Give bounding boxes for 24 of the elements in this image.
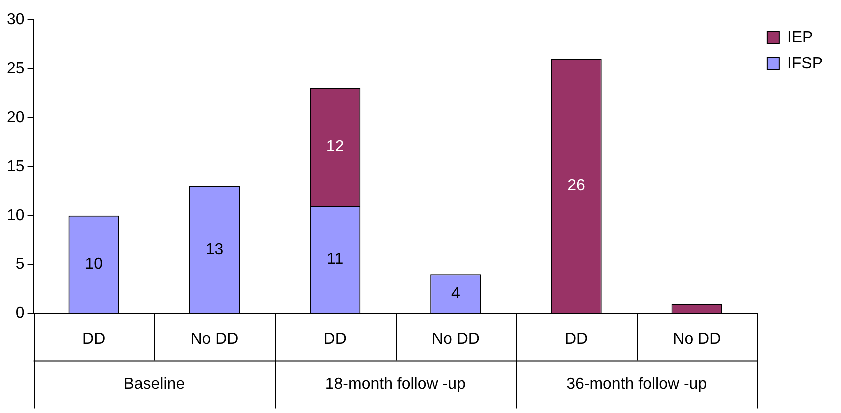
data-label: 11 bbox=[327, 251, 344, 268]
legend-label: IFSP bbox=[787, 55, 823, 72]
data-label: 12 bbox=[326, 138, 344, 156]
x-tick-label: No DD bbox=[190, 330, 239, 348]
x-tick-label: DD bbox=[564, 330, 588, 348]
y-tick-label: 5 bbox=[16, 256, 25, 274]
text: 36-month follow -up bbox=[566, 376, 708, 394]
y-tick-label: 0 bbox=[16, 305, 25, 322]
x-tick-label: DD bbox=[82, 330, 106, 348]
x-tick-label: No DD bbox=[673, 330, 722, 348]
data-label: 4 bbox=[451, 285, 460, 302]
y-tick-label: 25 bbox=[7, 60, 25, 78]
data-label: 13 bbox=[206, 241, 224, 258]
x-tick-label: No DD bbox=[432, 330, 480, 348]
x-tick-label: DD bbox=[324, 330, 347, 348]
text: 18-month follow -up bbox=[325, 376, 466, 394]
data-label: 10 bbox=[85, 256, 104, 273]
y-tick-label: 10 bbox=[7, 207, 25, 224]
y-tick-label: 30 bbox=[7, 11, 25, 28]
y-tick-label: 15 bbox=[7, 158, 25, 176]
legend-label: IEP bbox=[787, 29, 814, 46]
y-tick-label: 20 bbox=[7, 109, 25, 126]
text: Baseline bbox=[124, 376, 186, 394]
data-label: 26 bbox=[568, 178, 586, 195]
